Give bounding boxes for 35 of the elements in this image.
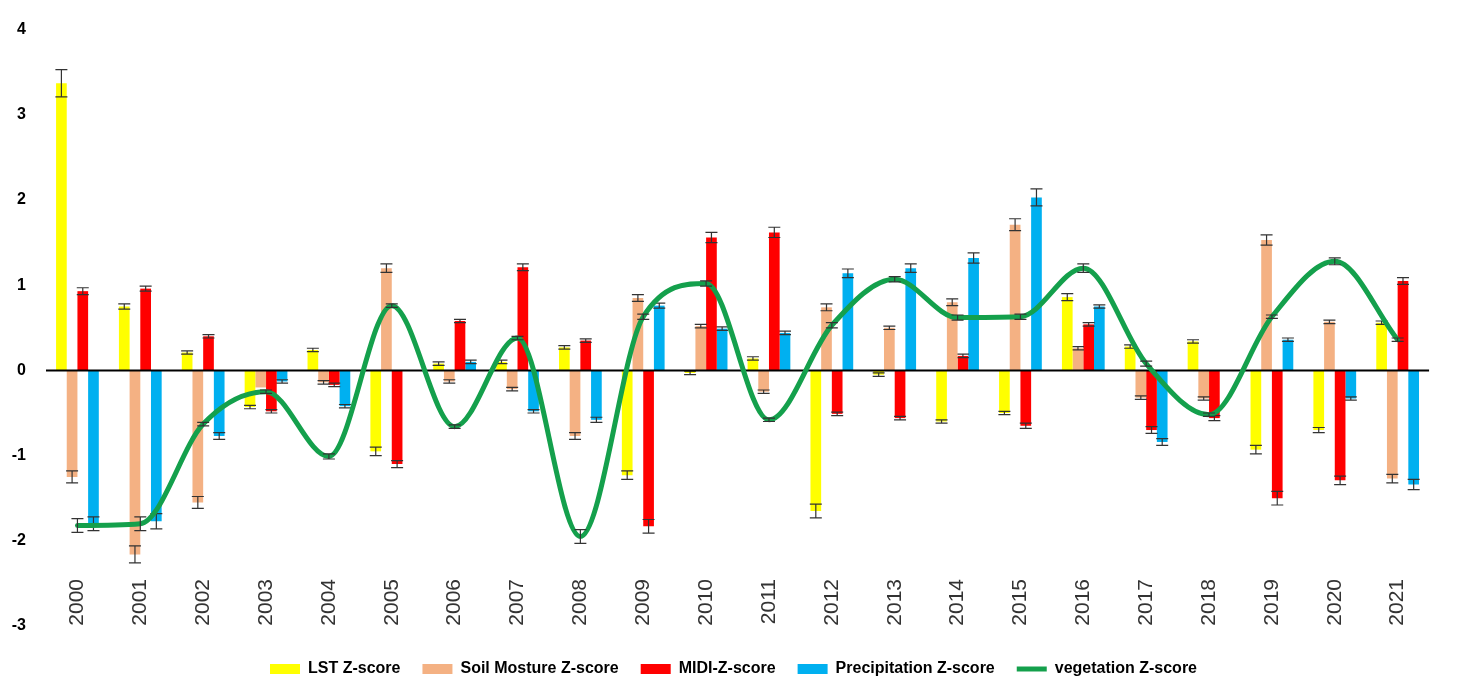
x-tick-label: 2002 <box>189 579 213 626</box>
x-tick-label: 2003 <box>252 579 276 626</box>
x-tick-label: 2018 <box>1195 579 1219 626</box>
x-tick-label: 2006 <box>441 579 465 626</box>
x-tick-label: 2008 <box>567 579 591 626</box>
x-tick-label: 2014 <box>944 578 968 626</box>
x-tick-label: 2004 <box>315 578 339 626</box>
y-tick-label: 0 <box>17 360 27 378</box>
legend-label: LST Z-score <box>307 659 401 677</box>
x-tick-label: 2009 <box>630 579 654 626</box>
y-tick-label: -1 <box>11 446 27 464</box>
x-tick-label: 2015 <box>1007 579 1031 626</box>
x-tick-label: 2000 <box>64 579 88 626</box>
legend-label: Soil Mosture Z-score <box>460 659 619 677</box>
x-tick-label: 2005 <box>378 579 402 626</box>
y-tick-label: -2 <box>11 531 27 549</box>
x-tick-label: 2010 <box>692 579 716 626</box>
y-tick-label: -3 <box>11 616 27 634</box>
x-tick-label: 2011 <box>755 579 779 625</box>
x-tick-label: 2017 <box>1132 579 1156 626</box>
x-tick-label: 2016 <box>1070 579 1094 626</box>
y-tick-label: 1 <box>17 275 27 293</box>
x-tick-label: 2012 <box>818 579 842 626</box>
x-tick-label: 2020 <box>1321 579 1345 626</box>
x-tick-label: 2007 <box>504 579 528 626</box>
x-tick-label: 2021 <box>1384 579 1408 626</box>
x-tick-label: 2001 <box>127 579 151 626</box>
y-tick-label: 4 <box>17 20 27 38</box>
legend-label: Precipitation Z-score <box>835 659 995 677</box>
legend-label: vegetation Z-score <box>1054 659 1198 677</box>
y-tick-label: 2 <box>17 190 27 208</box>
x-tick-label: 2019 <box>1258 579 1282 626</box>
x-tick-label: 2013 <box>881 579 905 626</box>
legend-label: MIDI-Z-score <box>678 659 776 677</box>
y-tick-label: 3 <box>17 105 27 123</box>
